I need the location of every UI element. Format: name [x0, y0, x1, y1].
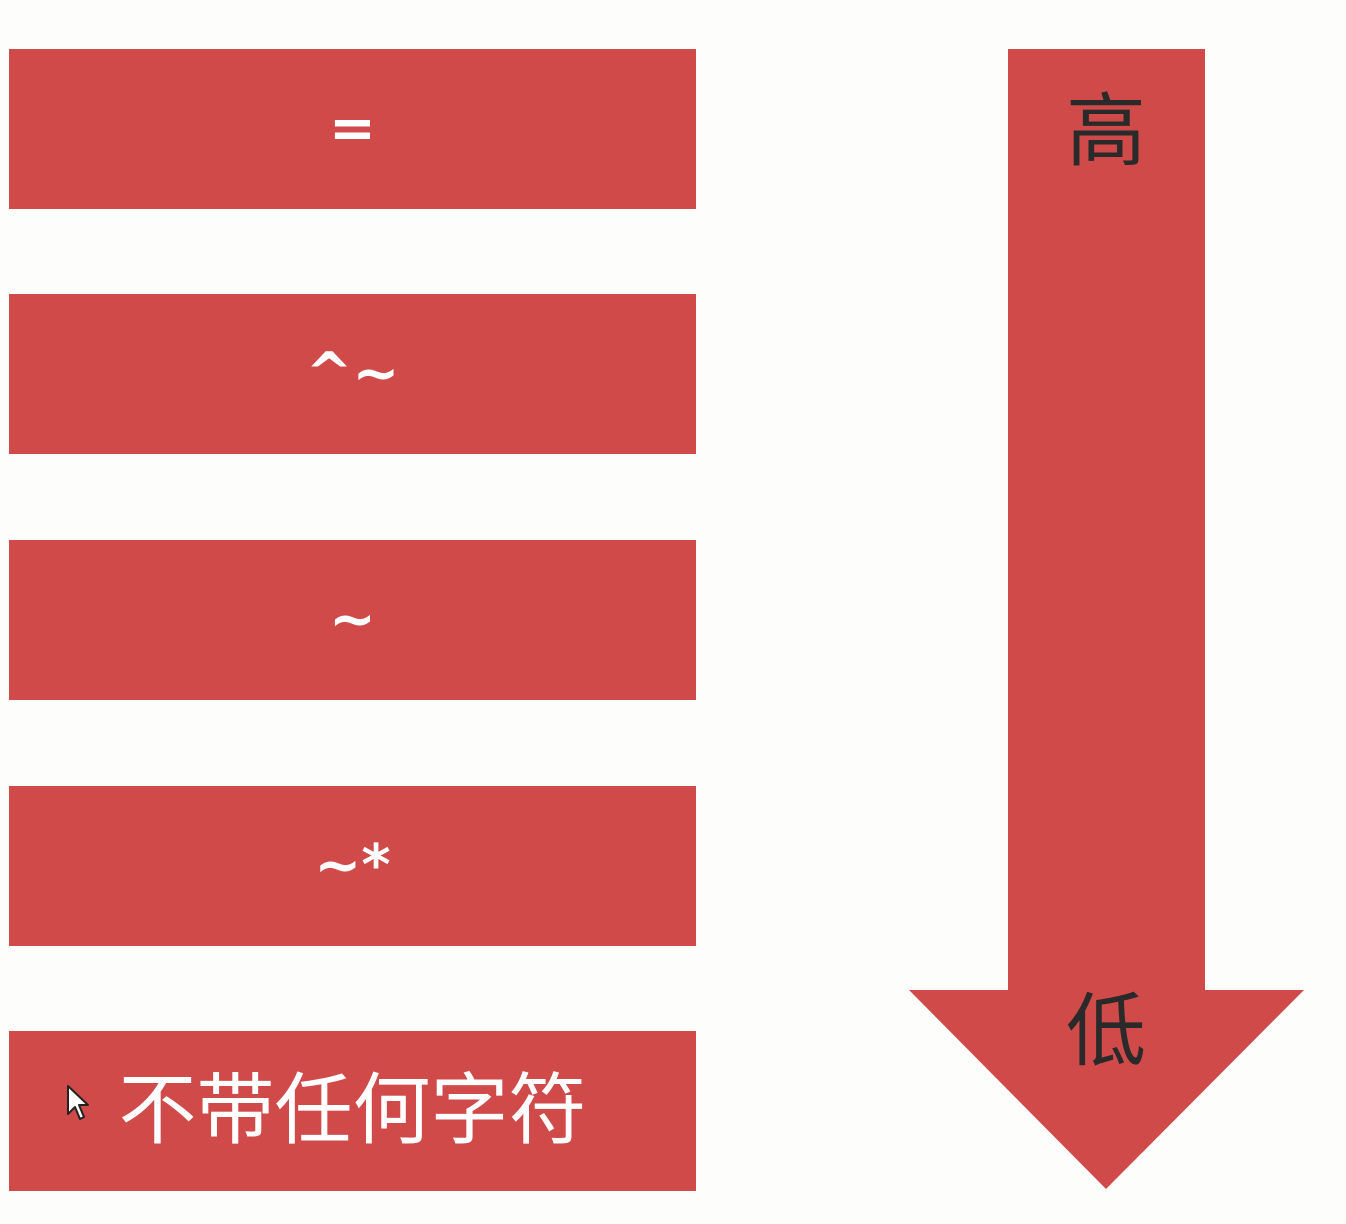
mouse-pointer-icon [67, 1085, 89, 1120]
priority-label: = [329, 96, 376, 161]
priority-box-regex-case-sensitive: ~ [9, 540, 696, 700]
priority-box-prefix-no-regex: ^~ [9, 294, 696, 454]
arrow-bottom-label: 低 [1066, 985, 1146, 1078]
priority-label: ~* [314, 833, 391, 898]
priority-label: 不带任何字符 [118, 1066, 587, 1156]
priority-label: ~ [329, 587, 376, 652]
priority-label: ^~ [305, 341, 400, 406]
priority-box-exact-match: = [9, 49, 696, 209]
priority-box-no-modifier: 不带任何字符 [9, 1031, 696, 1191]
priority-box-regex-case-insensitive: ~* [9, 786, 696, 946]
arrow-top-label: 高 [1066, 85, 1146, 178]
priority-direction-arrow [909, 49, 1304, 1189]
